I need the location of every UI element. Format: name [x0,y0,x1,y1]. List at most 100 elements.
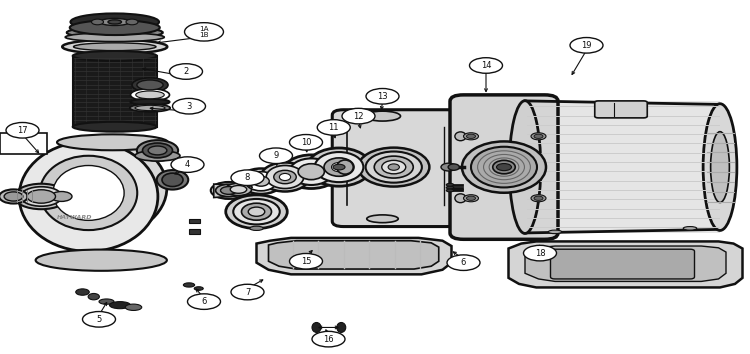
Ellipse shape [99,299,114,304]
Ellipse shape [312,322,321,332]
Circle shape [466,134,476,138]
Ellipse shape [704,104,736,230]
Ellipse shape [337,322,346,332]
Ellipse shape [454,132,466,141]
Ellipse shape [308,148,370,186]
Ellipse shape [136,140,178,161]
Circle shape [534,134,543,138]
Text: 1A
1B: 1A 1B [200,26,208,38]
FancyBboxPatch shape [189,229,200,234]
Ellipse shape [136,91,164,99]
Circle shape [290,253,322,269]
Circle shape [366,88,399,104]
Text: 9: 9 [273,151,279,160]
Ellipse shape [74,43,156,51]
Circle shape [231,284,264,300]
Circle shape [290,135,322,150]
Circle shape [6,122,39,138]
Ellipse shape [226,195,287,229]
Text: HAYWARD: HAYWARD [57,215,93,220]
Ellipse shape [108,20,122,24]
Ellipse shape [446,183,454,186]
Polygon shape [268,241,439,269]
Circle shape [470,58,502,73]
Ellipse shape [364,111,400,121]
Ellipse shape [27,190,56,203]
Text: 7: 7 [244,287,250,297]
Text: 3: 3 [186,102,192,111]
Circle shape [447,255,480,270]
Text: 12: 12 [353,112,364,121]
Text: 19: 19 [581,41,592,50]
Circle shape [534,196,543,200]
Text: 8: 8 [244,173,250,182]
Polygon shape [73,56,157,127]
Ellipse shape [36,250,166,271]
Ellipse shape [245,172,277,191]
Ellipse shape [100,18,130,25]
Ellipse shape [142,143,172,158]
Ellipse shape [248,207,265,216]
Ellipse shape [233,199,280,224]
Ellipse shape [250,226,263,230]
Polygon shape [509,241,742,287]
FancyBboxPatch shape [189,219,200,223]
Ellipse shape [130,89,170,101]
Ellipse shape [279,173,291,181]
Ellipse shape [135,150,180,161]
Circle shape [92,19,104,25]
Ellipse shape [130,99,170,105]
Ellipse shape [51,192,72,201]
Ellipse shape [242,203,272,220]
Ellipse shape [20,142,158,251]
Ellipse shape [711,132,729,202]
Circle shape [171,157,204,172]
Circle shape [342,108,375,124]
Text: 4: 4 [184,160,190,169]
Text: 10: 10 [301,138,311,147]
Circle shape [188,294,220,309]
Ellipse shape [136,80,164,90]
Ellipse shape [324,158,354,176]
Text: 6: 6 [460,258,466,267]
Ellipse shape [4,192,22,201]
Text: 5: 5 [96,315,102,324]
Circle shape [464,195,478,202]
Text: 13: 13 [377,92,388,101]
Circle shape [333,164,345,170]
Polygon shape [256,238,452,274]
Ellipse shape [388,164,399,170]
Ellipse shape [366,152,422,183]
Ellipse shape [21,187,62,206]
Circle shape [184,23,224,41]
Circle shape [260,148,292,164]
Ellipse shape [315,152,363,182]
Circle shape [82,312,116,327]
Ellipse shape [493,160,515,174]
Ellipse shape [382,160,406,174]
Circle shape [312,331,345,347]
Ellipse shape [448,164,459,170]
Ellipse shape [337,160,353,174]
Ellipse shape [40,156,137,230]
Text: 6: 6 [201,297,207,306]
Ellipse shape [53,166,124,220]
Ellipse shape [239,169,283,194]
Text: 15: 15 [301,257,311,266]
Polygon shape [525,246,726,281]
Ellipse shape [125,304,142,310]
Ellipse shape [548,230,562,234]
Ellipse shape [110,302,130,309]
Text: 17: 17 [17,126,28,135]
Ellipse shape [211,182,247,199]
Ellipse shape [274,170,296,184]
Ellipse shape [358,148,429,187]
FancyBboxPatch shape [595,101,647,118]
Ellipse shape [70,20,160,35]
Ellipse shape [46,189,76,204]
Ellipse shape [36,138,166,237]
Ellipse shape [73,51,157,61]
Ellipse shape [332,162,346,172]
Ellipse shape [367,215,398,223]
Ellipse shape [88,293,99,300]
